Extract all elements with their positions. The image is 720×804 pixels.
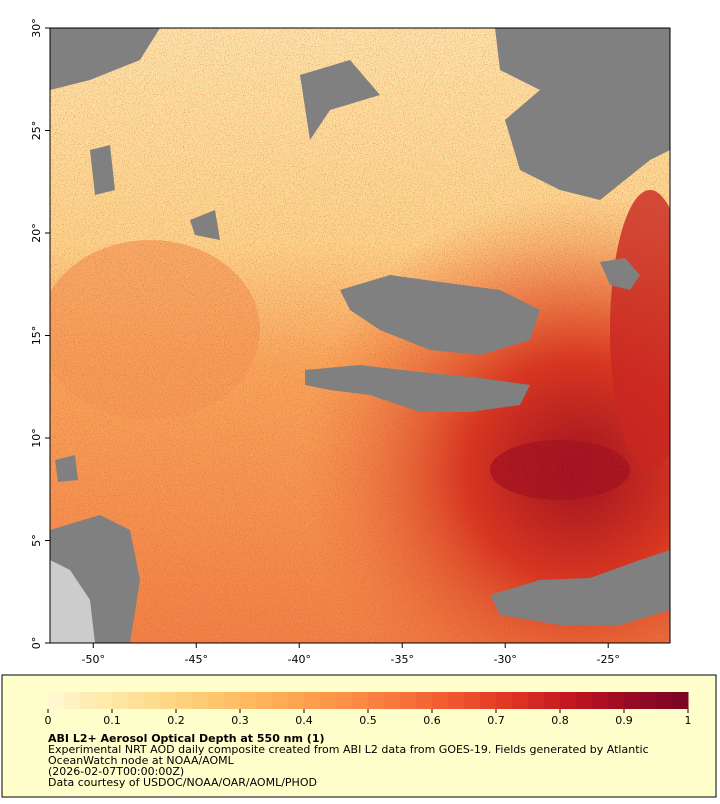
x-tick-label: -40° — [288, 653, 311, 666]
colorbar-segment — [624, 692, 641, 709]
colorbar-segment — [464, 692, 481, 709]
colorbar-segment — [144, 692, 161, 709]
colorbar-segment — [496, 692, 513, 709]
colorbar-title: ABI L2+ Aerosol Optical Depth at 550 nm … — [48, 732, 325, 745]
colorbar-tick-label: 0.2 — [167, 714, 185, 727]
colorbar-tick-label: 0.6 — [423, 714, 441, 727]
colorbar-segment — [544, 692, 561, 709]
colorbar-segment — [160, 692, 177, 709]
colorbar-segment — [128, 692, 145, 709]
y-tick-label: 30° — [30, 18, 43, 38]
colorbar-segment — [208, 692, 225, 709]
colorbar-segment — [48, 692, 65, 709]
colorbar-segment — [192, 692, 209, 709]
colorbar-tick-label: 0 — [45, 714, 52, 727]
colorbar-segment — [272, 692, 289, 709]
colorbar-segment — [400, 692, 417, 709]
colorbar-segment — [512, 692, 529, 709]
y-tick-label: 20° — [30, 223, 43, 243]
colorbar-segment — [96, 692, 113, 709]
colorbar-segment — [352, 692, 369, 709]
map-image — [50, 28, 670, 643]
colorbar-segment — [608, 692, 625, 709]
colorbar-segment — [672, 692, 689, 709]
y-tick-label: 5° — [30, 534, 43, 547]
colorbar-segment — [176, 692, 193, 709]
caption-line: (2026-02-07T00:00:00Z) — [48, 765, 184, 778]
y-tick-label: 0° — [30, 637, 43, 650]
y-tick-label: 10° — [30, 428, 43, 448]
colorbar-segment — [592, 692, 609, 709]
colorbar-segment — [304, 692, 321, 709]
colorbar-segment — [656, 692, 673, 709]
y-tick-label: 15° — [30, 326, 43, 346]
colorbar-tick-label: 0.8 — [551, 714, 569, 727]
colorbar-segment — [224, 692, 241, 709]
colorbar-tick-label: 0.1 — [103, 714, 121, 727]
colorbar-segment — [432, 692, 449, 709]
colorbar-tick-label: 0.3 — [231, 714, 249, 727]
colorbar-segment — [448, 692, 465, 709]
colorbar-segment — [384, 692, 401, 709]
caption-line: OceanWatch node at NOAA/AOML — [48, 754, 235, 767]
colorbar-segment — [288, 692, 305, 709]
colorbar-segment — [112, 692, 129, 709]
y-tick-label: 25° — [30, 121, 43, 141]
x-tick-label: -35° — [390, 653, 413, 666]
colorbar-segment — [368, 692, 385, 709]
caption-line: Data courtesy of USDOC/NOAA/OAR/AOML/PHO… — [48, 776, 317, 789]
x-tick-label: -45° — [185, 653, 208, 666]
x-tick-label: -50° — [82, 653, 105, 666]
colorbar-segment — [528, 692, 545, 709]
colorbar-segment — [80, 692, 97, 709]
colorbar-tick-label: 1 — [685, 714, 692, 727]
colorbar-segment — [320, 692, 337, 709]
colorbar-segment — [640, 692, 657, 709]
colorbar-tick-label: 0.7 — [487, 714, 505, 727]
colorbar-segment — [416, 692, 433, 709]
colorbar-tick-label: 0.4 — [295, 714, 313, 727]
colorbar-segment — [576, 692, 593, 709]
colorbar-segment — [256, 692, 273, 709]
colorbar-segment — [480, 692, 497, 709]
colorbar-tick-label: 0.5 — [359, 714, 377, 727]
colorbar-segment — [64, 692, 81, 709]
x-tick-label: -25° — [596, 653, 619, 666]
colorbar-segment — [336, 692, 353, 709]
x-tick-label: -30° — [493, 653, 516, 666]
colorbar-tick-label: 0.9 — [615, 714, 633, 727]
colorbar-segment — [240, 692, 257, 709]
colorbar-segment — [560, 692, 577, 709]
caption-line: Experimental NRT AOD daily composite cre… — [48, 743, 649, 756]
